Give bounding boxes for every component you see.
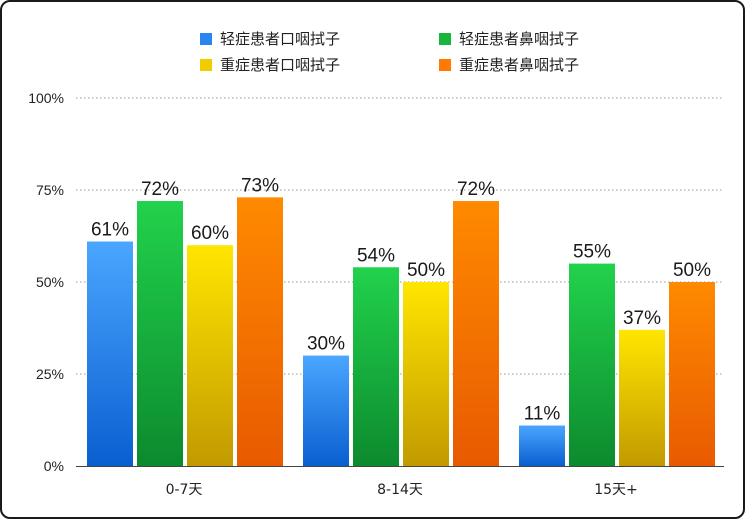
y-tick-label: 25%	[36, 366, 64, 382]
bar	[669, 282, 715, 466]
x-tick-label: 15天+	[594, 482, 638, 498]
bar	[237, 197, 283, 467]
y-axis: 0% 25% 50% 75% 100%	[28, 90, 64, 474]
bar	[619, 329, 665, 466]
data-label: 55%	[573, 242, 611, 263]
bar	[137, 201, 183, 467]
data-label: 50%	[407, 260, 445, 281]
y-tick-label: 75%	[36, 182, 64, 198]
bar	[519, 425, 565, 466]
bar	[187, 245, 233, 466]
y-tick-label: 0%	[44, 458, 64, 474]
legend-swatch	[200, 59, 212, 71]
legend-swatch	[439, 59, 451, 71]
legend-swatch	[200, 33, 212, 45]
data-label: 73%	[241, 175, 279, 196]
data-label: 54%	[357, 245, 395, 266]
x-tick-label: 8-14天	[377, 482, 423, 498]
legend-label: 轻症患者口咽拭子	[220, 30, 340, 48]
data-label: 11%	[524, 404, 561, 425]
y-tick-label: 100%	[28, 90, 64, 106]
bar	[87, 241, 133, 466]
legend-label: 重症患者口咽拭子	[220, 56, 340, 74]
bar	[403, 282, 449, 466]
legend-label: 重症患者鼻咽拭子	[459, 56, 579, 74]
bar	[303, 355, 349, 466]
data-label: 60%	[191, 223, 229, 244]
bar	[353, 267, 399, 466]
x-tick-label: 0-7天	[166, 482, 203, 498]
legend-swatch	[439, 33, 451, 45]
data-label: 50%	[673, 260, 711, 281]
data-labels: 61% 72% 60% 73% 30% 54% 50% 72% 11% 55% 37% 50%	[91, 175, 711, 424]
y-tick-label: 50%	[36, 274, 64, 290]
data-label: 61%	[91, 220, 129, 241]
data-label: 37%	[623, 308, 661, 329]
gridlines	[76, 97, 724, 467]
bar	[453, 201, 499, 467]
bar	[569, 263, 615, 466]
legend-label: 轻症患者鼻咽拭子	[459, 30, 579, 48]
data-label: 72%	[457, 179, 495, 200]
data-label: 30%	[307, 334, 345, 355]
data-label: 72%	[141, 179, 179, 200]
x-axis: 0-7天 8-14天 15天+	[166, 482, 638, 498]
bars	[87, 197, 715, 467]
